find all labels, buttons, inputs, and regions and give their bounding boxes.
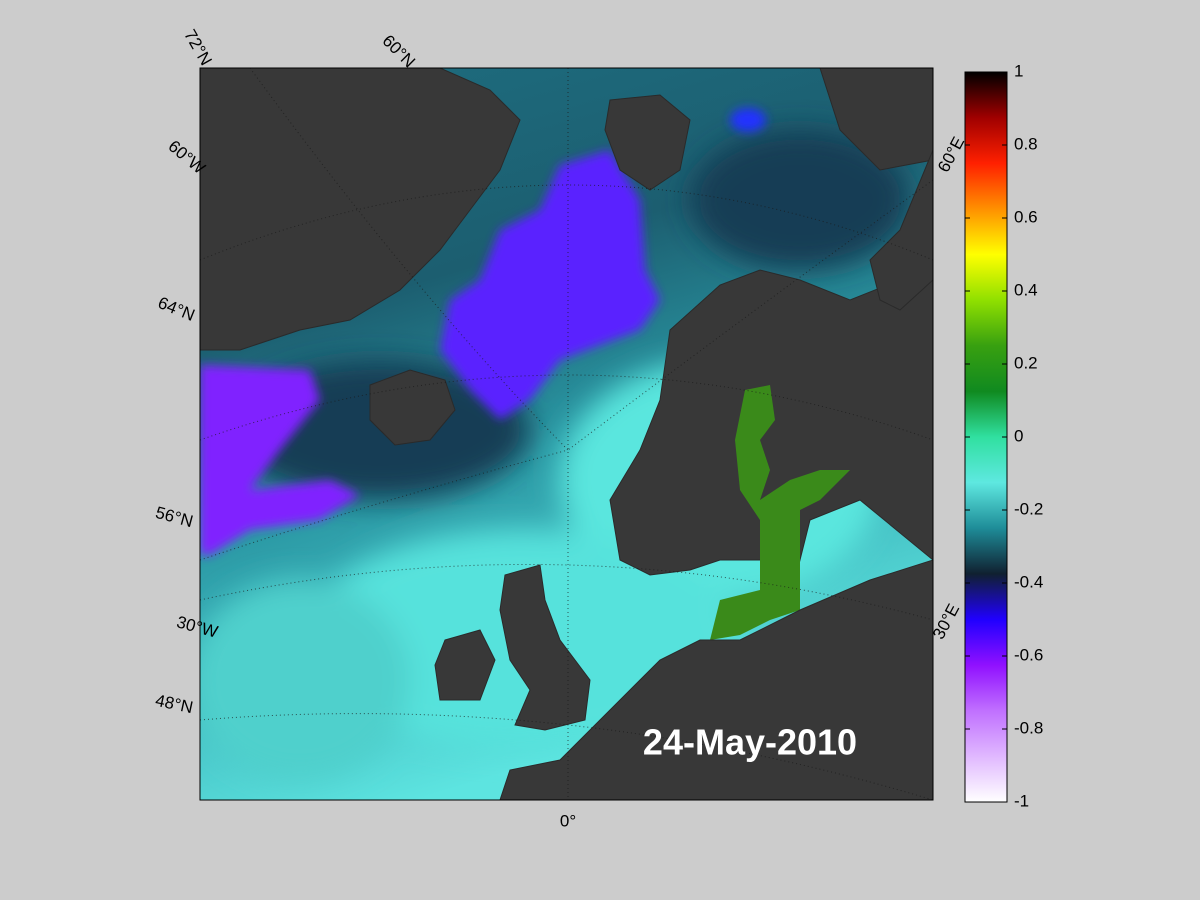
- map-frame: [199, 67, 934, 801]
- lat-label: 56°N: [153, 503, 195, 531]
- iceland: [369, 369, 456, 446]
- baltic-sea: [710, 385, 850, 640]
- lat-label: 72°N: [180, 26, 215, 68]
- graticule: [200, 68, 933, 800]
- colorbar-tick-label: -0.8: [1014, 718, 1043, 737]
- continental-europe: [499, 559, 933, 800]
- ireland: [434, 629, 496, 701]
- svalbard: [604, 94, 691, 191]
- colorbar: 1 0.8 0.6 0.4 0.2 0 -0.2 -0.4 -0.6 -0.8 -1: [964, 61, 1043, 810]
- lat-label: 64°N: [155, 293, 197, 325]
- kola: [869, 149, 933, 311]
- colorbar-scale: [964, 71, 1008, 803]
- lon-label: 0°: [560, 811, 576, 830]
- colorbar-tick-label: 1: [1014, 61, 1023, 80]
- colorbar-tick-label: -0.4: [1014, 572, 1043, 591]
- negative-anomaly: [200, 108, 766, 555]
- colorbar-tick-label: 0: [1014, 426, 1023, 445]
- lon-label: 30°E: [929, 601, 963, 643]
- colorbar-tick-label: -1: [1014, 791, 1029, 810]
- lat-label: 60°N: [379, 31, 419, 71]
- map-area: 24-May-2010: [200, 68, 933, 800]
- colorbar-tick-label: -0.6: [1014, 645, 1043, 664]
- colorbar-tick-label: -0.2: [1014, 499, 1043, 518]
- colorbar-tick-label: 0.6: [1014, 207, 1038, 226]
- colorbar-tick-label: 0.4: [1014, 280, 1038, 299]
- colorbar-tick-label: 0.8: [1014, 134, 1038, 153]
- novaya-zemlya: [819, 68, 933, 171]
- lon-label: 60°E: [934, 134, 968, 176]
- date-label: 24-May-2010: [643, 722, 857, 763]
- colorbar-tick-label: 0.2: [1014, 353, 1038, 372]
- lat-label: 48°N: [154, 691, 195, 717]
